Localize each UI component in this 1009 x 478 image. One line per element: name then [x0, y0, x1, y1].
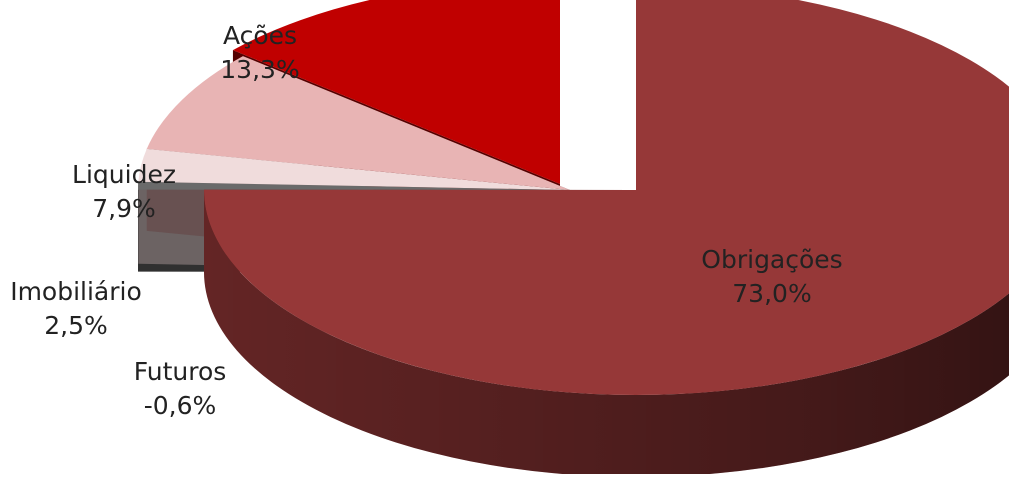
slice-name-acoes: Ações	[223, 21, 297, 50]
slice-labels: Obrigações 73,0% Futuros -0,6% Imobiliário 2,…	[10, 21, 842, 420]
slice-name-liquidez: Liquidez	[72, 160, 176, 189]
slice-name-imobiliario: Imobiliário	[10, 277, 142, 306]
slice-futuros	[138, 181, 571, 190]
slice-tops	[138, 0, 1009, 395]
slice-value-label-liquidez: 7,9%	[92, 194, 156, 223]
slice-side-shade-obrigacoes	[204, 190, 1009, 477]
slice-label-liquidez: Liquidez 7,9%	[72, 160, 176, 223]
slice-value-label-imobiliario: 2,5%	[44, 311, 108, 340]
slice-value-label-obrigacoes: 73,0%	[732, 279, 811, 308]
slice-imobiliario	[138, 148, 570, 190]
slice-name-obrigacoes: Obrigações	[701, 245, 842, 274]
slice-label-imobiliario: Imobiliário 2,5%	[10, 277, 142, 340]
slice-acoes	[232, 0, 560, 184]
slice-name-futuros: Futuros	[134, 357, 227, 386]
slice-liquidez	[146, 56, 571, 190]
slice-label-acoes: Ações 13,3%	[220, 21, 299, 84]
slice-value-label-acoes: 13,3%	[220, 55, 299, 84]
slice-value-label-futuros: -0,6%	[144, 391, 217, 420]
slice-label-obrigacoes: Obrigações 73,0%	[701, 245, 842, 308]
slice-obrigacoes	[204, 0, 1009, 395]
slice-label-futuros: Futuros -0,6%	[134, 357, 227, 420]
